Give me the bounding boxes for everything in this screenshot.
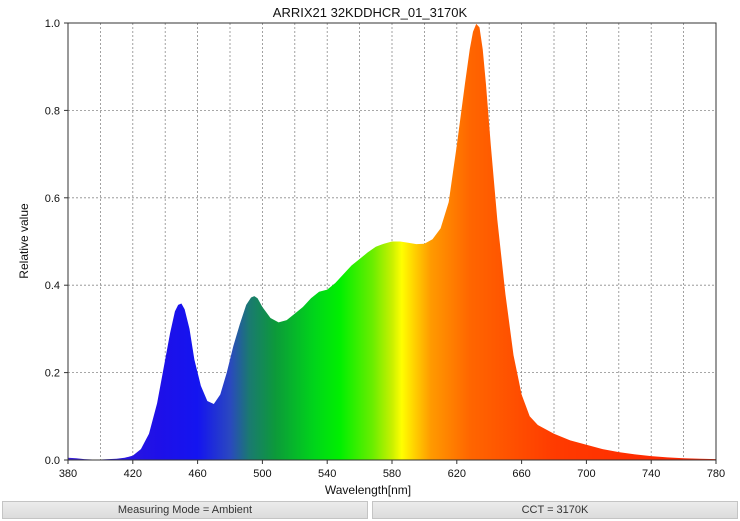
- measuring-mode-status: Measuring Mode = Ambient: [2, 501, 368, 519]
- x-tick-label: 380: [59, 468, 77, 480]
- x-axis-title: Wavelength[nm]: [325, 483, 411, 497]
- x-tick-label: 540: [318, 468, 336, 480]
- x-tick-label: 580: [383, 468, 401, 480]
- y-tick-label: 1.0: [45, 18, 60, 30]
- y-tick-label: 0.6: [45, 193, 60, 205]
- x-tick-label: 660: [512, 468, 530, 480]
- x-tick-label: 500: [253, 468, 271, 480]
- y-tick-label: 0.8: [45, 105, 60, 117]
- status-bar: Measuring Mode = Ambient CCT = 3170K: [0, 500, 740, 521]
- spectrum-chart: 380 420 460 500 540 580 620 660 700 740 780 0.0 0.2 0…: [0, 0, 740, 500]
- x-tick-label: 620: [448, 468, 466, 480]
- y-axis-title: Relative value: [17, 203, 31, 279]
- x-tick-label: 460: [188, 468, 206, 480]
- x-tick-label: 740: [642, 468, 660, 480]
- x-tick-label: 420: [124, 468, 142, 480]
- cct-status: CCT = 3170K: [372, 501, 738, 519]
- x-tick-label: 700: [577, 468, 595, 480]
- y-tick-label: 0.0: [45, 455, 60, 467]
- x-tick-label: 780: [707, 468, 725, 480]
- y-tick-label: 0.4: [45, 280, 60, 292]
- y-tick-label: 0.2: [45, 368, 60, 380]
- chart-title: ARRIX21 32KDDHCR_01_3170K: [273, 5, 468, 20]
